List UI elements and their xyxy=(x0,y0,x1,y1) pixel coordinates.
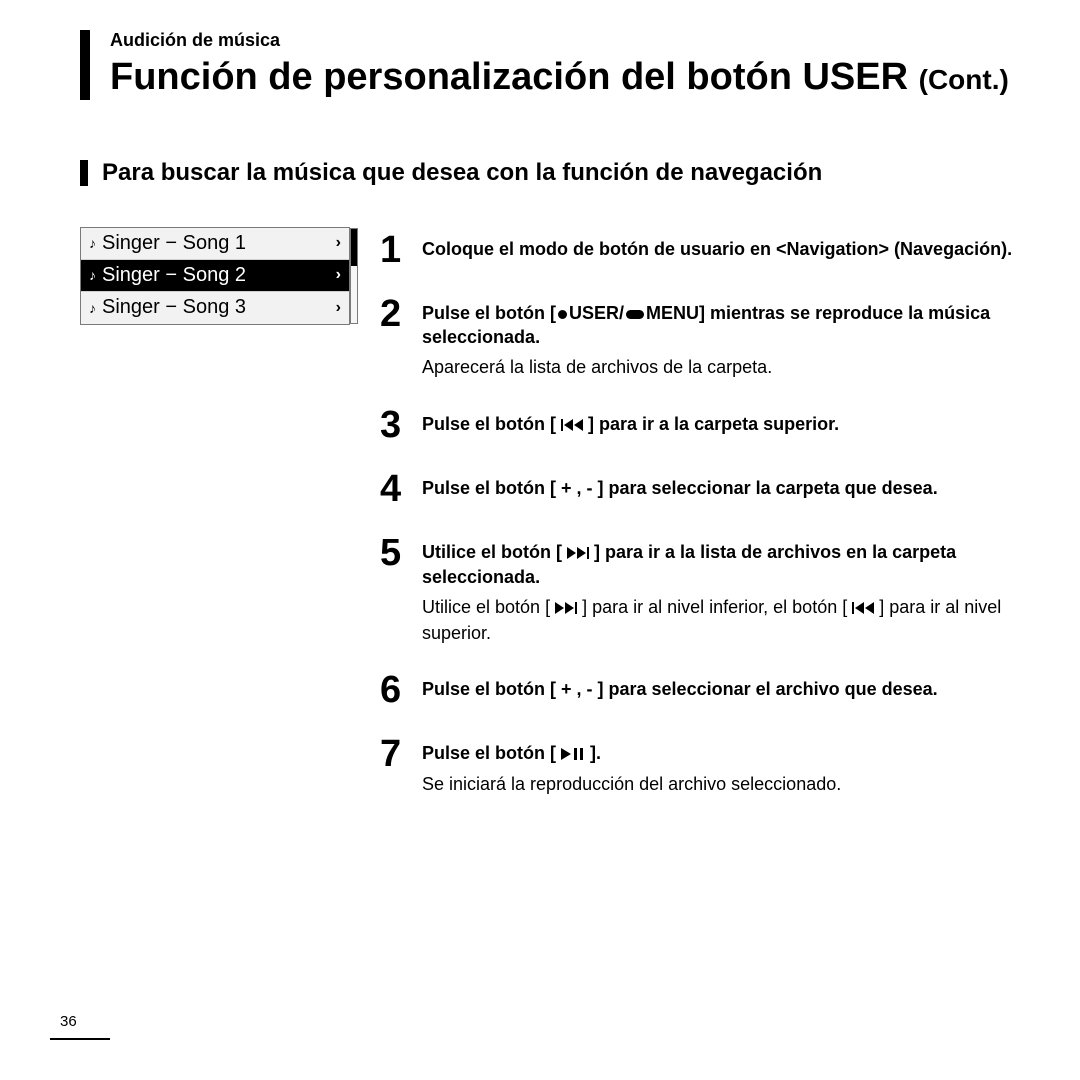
step-body: Pulse el botón [ ]. Se iniciará la reprod… xyxy=(422,735,841,797)
step: 5Utilice el botón [ ] para ir a la lista… xyxy=(380,534,1030,645)
skip-next-icon xyxy=(567,541,589,565)
subheading: Para buscar la música que desea con la f… xyxy=(80,159,1030,187)
scrollbar[interactable] xyxy=(350,228,358,324)
subheading-bar xyxy=(80,160,88,186)
step-number: 4 xyxy=(380,470,422,508)
list-item[interactable]: ♪ Singer − Song 3› xyxy=(81,292,349,324)
chevron-right-icon: › xyxy=(336,299,341,317)
step: 7Pulse el botón [ ]. Se iniciará la repro… xyxy=(380,735,1030,797)
step-instruction: Pulse el botón [ ]. xyxy=(422,741,841,766)
music-note-icon: ♪ xyxy=(89,235,96,251)
step-note: Utilice el botón [ ] para ir al nivel in… xyxy=(422,595,1030,645)
step-body: Pulse el botón [USER/MENU] mientras se r… xyxy=(422,295,1030,380)
step: 2Pulse el botón [USER/MENU] mientras se … xyxy=(380,295,1030,380)
title-main: Función de personalización del botón USE… xyxy=(110,56,919,98)
breadcrumb: Audición de música xyxy=(110,30,1030,51)
step: 6Pulse el botón [ + , - ] para seleccion… xyxy=(380,671,1030,709)
subheading-text: Para buscar la música que desea con la f… xyxy=(102,159,822,187)
skip-prev-icon xyxy=(852,596,874,620)
step-instruction: Pulse el botón [USER/MENU] mientras se r… xyxy=(422,301,1030,350)
step-number: 1 xyxy=(380,231,422,269)
step-instruction: Coloque el modo de botón de usuario en <… xyxy=(422,237,1012,261)
step-instruction: Utilice el botón [ ] para ir a la lista … xyxy=(422,540,1030,590)
playpause-icon xyxy=(561,742,585,766)
step-number: 2 xyxy=(380,295,422,333)
skip-prev-icon xyxy=(561,413,583,437)
step-instruction: Pulse el botón [ ] para ir a la carpeta … xyxy=(422,412,839,437)
list-item[interactable]: ♪ Singer − Song 2› xyxy=(81,260,349,292)
step: 3Pulse el botón [ ] para ir a la carpeta… xyxy=(380,406,1030,444)
chevron-right-icon: › xyxy=(336,234,341,252)
step-number: 3 xyxy=(380,406,422,444)
list-item-label: Singer − Song 1 xyxy=(102,232,336,255)
step-number: 6 xyxy=(380,671,422,709)
list-item[interactable]: ♪ Singer − Song 1› xyxy=(81,228,349,260)
title-cont: (Cont.) xyxy=(919,64,1009,95)
page-title: Función de personalización del botón USE… xyxy=(110,57,1030,99)
device-list: ♪Singer − Song 1›♪Singer − Song 2›♪Singe… xyxy=(80,227,350,325)
chevron-right-icon: › xyxy=(336,266,341,284)
step-note: Se iniciará la reproducción del archivo … xyxy=(422,772,841,796)
step-body: Pulse el botón [ ] para ir a la carpeta … xyxy=(422,406,839,437)
step-note: Aparecerá la lista de archivos de la car… xyxy=(422,355,1030,379)
page-header: Audición de música Función de personaliz… xyxy=(110,30,1030,99)
step: 1Coloque el modo de botón de usuario en … xyxy=(380,231,1030,269)
step-body: Pulse el botón [ + , - ] para selecciona… xyxy=(422,470,938,500)
step-number: 5 xyxy=(380,534,422,572)
scrollbar-thumb[interactable] xyxy=(351,229,357,267)
list-item-label: Singer − Song 3 xyxy=(102,296,336,319)
step-body: Coloque el modo de botón de usuario en <… xyxy=(422,231,1012,261)
step-body: Utilice el botón [ ] para ir a la lista … xyxy=(422,534,1030,645)
step-body: Pulse el botón [ + , - ] para selecciona… xyxy=(422,671,938,701)
page-rule xyxy=(50,1038,110,1040)
music-note-icon: ♪ xyxy=(89,267,96,283)
music-note-icon: ♪ xyxy=(89,300,96,316)
pill-icon xyxy=(626,310,644,319)
step-instruction: Pulse el botón [ + , - ] para selecciona… xyxy=(422,476,938,500)
skip-next-icon xyxy=(555,596,577,620)
dot-icon xyxy=(558,310,567,319)
step-instruction: Pulse el botón [ + , - ] para selecciona… xyxy=(422,677,938,701)
step: 4Pulse el botón [ + , - ] para seleccion… xyxy=(380,470,1030,508)
page-number: 36 xyxy=(60,1013,77,1030)
step-number: 7 xyxy=(380,735,422,773)
header-accent-bar xyxy=(80,30,90,100)
steps-list: 1Coloque el modo de botón de usuario en … xyxy=(380,227,1030,823)
list-item-label: Singer − Song 2 xyxy=(102,264,336,287)
